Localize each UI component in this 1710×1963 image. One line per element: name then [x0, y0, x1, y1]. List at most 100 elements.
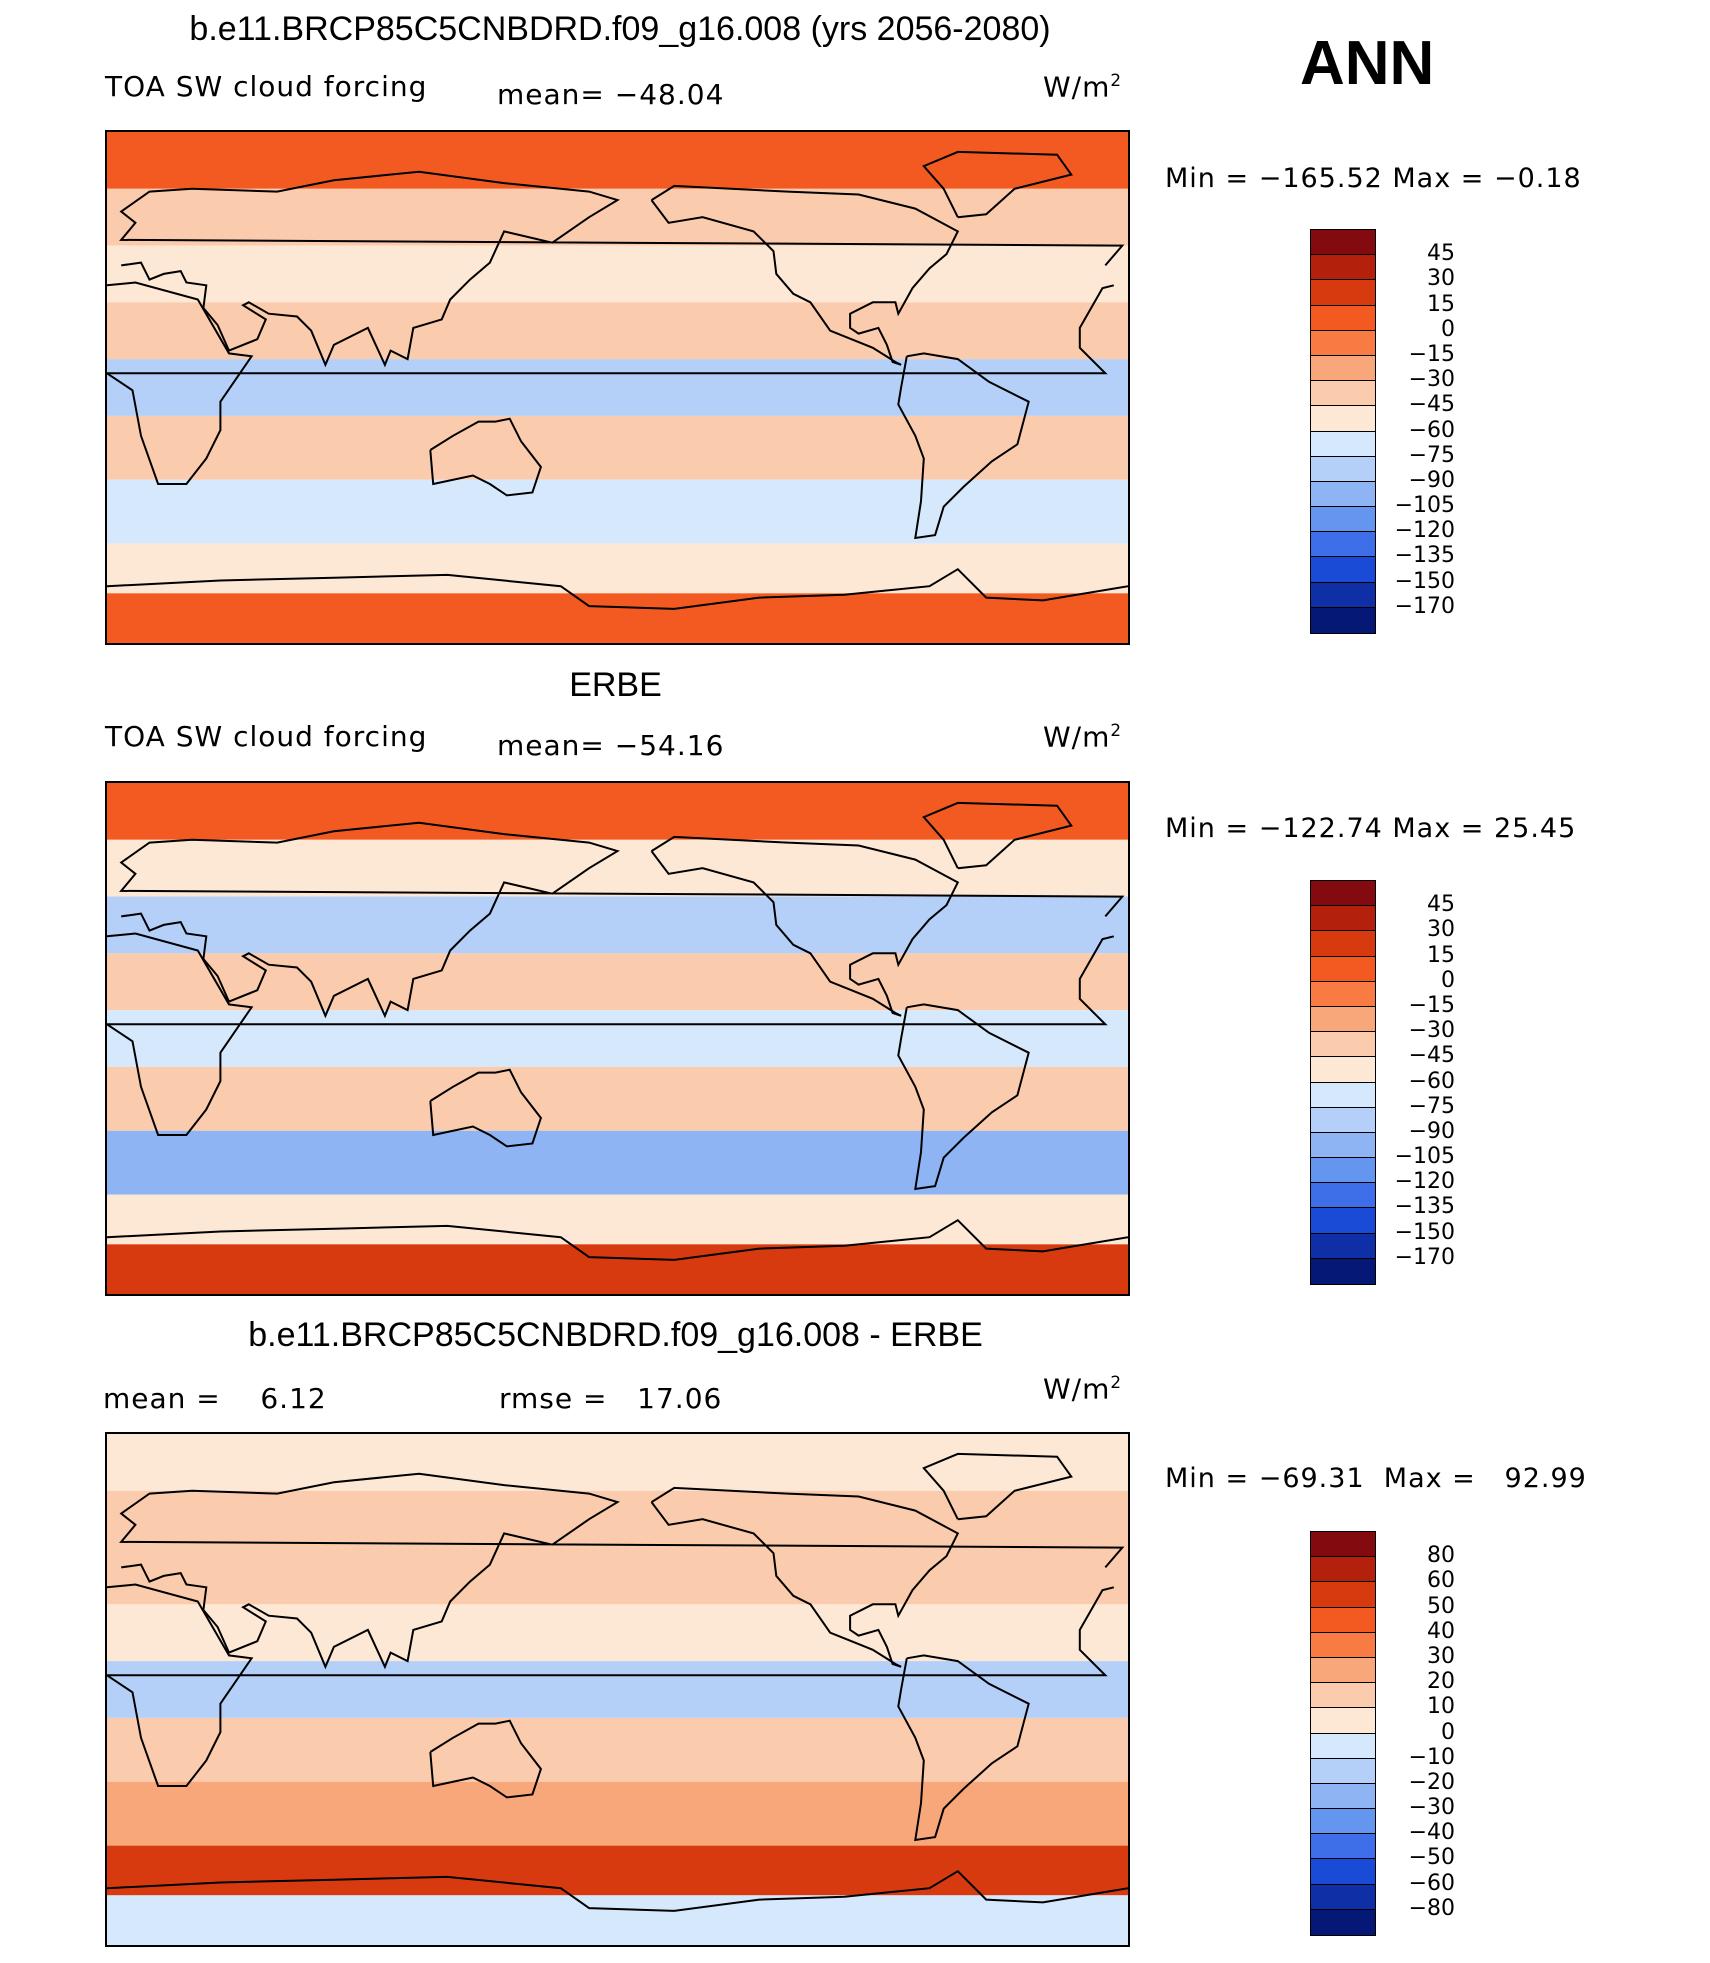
panel3-colorbar-labels: 80 60 50 40 30 20 10 0 −10 −20 −30 −40 −50 −60 −80 [1380, 1531, 1455, 1936]
panel1-colorbar-swatch [1311, 456, 1375, 482]
panel3-rmse: rmse = 17.06 [499, 1382, 723, 1415]
panel2-coastline-0 [107, 932, 1115, 1136]
panel3-colorbar-label: 30 [1427, 1643, 1455, 1669]
panel2-colorbar-swatch [1311, 1006, 1375, 1033]
panel1-colorbar-swatch [1311, 582, 1375, 608]
panel3-colorbar-swatch [1311, 1859, 1375, 1885]
panel1-colorbar-label: −60 [1408, 417, 1455, 443]
panel2-colorbar-swatch [1311, 931, 1375, 957]
panel3-colorbar-label: −80 [1408, 1895, 1455, 1921]
panel3-colorbar-label: 0 [1441, 1719, 1455, 1745]
panel1-colorbar-labels: 45 30 15 0 −15 −30 −45 −60 −75 −90 −105 −120 −135 −15… [1380, 229, 1455, 634]
panel3-band-8 [107, 1895, 1128, 1945]
panel1-colorbar-label: −170 [1394, 593, 1455, 619]
panel1-coastline-4 [897, 352, 1030, 540]
panel3-band-0 [107, 1434, 1128, 1491]
panel1-colorbar-label: 0 [1441, 316, 1455, 342]
panel1-colorbar-swatch [1311, 280, 1375, 306]
panel3-colorbar-label: −60 [1408, 1870, 1455, 1896]
panel2-colorbar-swatch [1311, 906, 1375, 932]
panel3-colorbar-swatch [1311, 1683, 1375, 1709]
panel1-colorbar-swatch [1311, 355, 1375, 382]
panel3-colorbar-label: −10 [1408, 1744, 1455, 1770]
panel3-band-1 [107, 1490, 1128, 1548]
panel2-colorbar-label: −90 [1408, 1118, 1455, 1144]
season-label: ANN [1300, 29, 1435, 98]
panel2-colorbar-swatch [1311, 1107, 1375, 1133]
panel2-band-6 [107, 1130, 1128, 1195]
panel2-band-1 [107, 839, 1128, 897]
panel1-units: W/m2 [1043, 70, 1123, 104]
panel1-svg [107, 132, 1128, 643]
panel3-units: W/m2 [1043, 1372, 1123, 1406]
panel2-colorbar-label: −105 [1394, 1144, 1455, 1170]
panel1-colorbar-label: −150 [1394, 568, 1455, 594]
panel3-colorbar [1310, 1531, 1376, 1936]
panel3-colorbar-swatch [1311, 1884, 1375, 1910]
panel3-colorbar-swatch [1311, 1532, 1375, 1558]
panel2-colorbar-label: −30 [1408, 1018, 1455, 1044]
panel2-units: W/m2 [1043, 720, 1123, 754]
panel3-mean: mean = 6.12 [103, 1382, 327, 1415]
panel3-colorbar-swatch [1311, 1809, 1375, 1835]
panel2-coastline-6 [107, 1218, 1128, 1261]
panel3-colorbar-swatch [1311, 1557, 1375, 1583]
panel2-colorbar-labels: 45 30 15 0 −15 −30 −45 −60 −75 −90 −105 −120 −135 −15… [1380, 880, 1455, 1285]
panel1-coastline-3 [650, 184, 960, 366]
panel1-mean: mean= −48.04 [497, 78, 725, 111]
panel1-coastline-1 [119, 170, 1125, 368]
panel3-coastline-0 [107, 1583, 1115, 1787]
panel3-band-3 [107, 1604, 1128, 1662]
panel1-coastline-6 [107, 567, 1128, 610]
panel3-band-6 [107, 1781, 1128, 1846]
panel1-band-5 [107, 415, 1128, 480]
panel3-map [105, 1432, 1130, 1947]
panel2-colorbar-swatch [1311, 956, 1375, 982]
panel3-colorbar-swatch [1311, 1708, 1375, 1734]
panel3-colorbar-swatch [1311, 1582, 1375, 1608]
panel2-colorbar-label: 30 [1427, 917, 1455, 943]
panel3-colorbar-label: −30 [1408, 1795, 1455, 1821]
panel3-coastline-5 [922, 1452, 1073, 1521]
panel1-colorbar-swatch [1311, 406, 1375, 432]
panel2-band-4 [107, 1010, 1128, 1067]
panel2-colorbar-swatch [1311, 881, 1375, 907]
panel3-colorbar-swatch [1311, 1783, 1375, 1810]
panel1-coastline-0 [107, 281, 1115, 485]
panel2-colorbar-label: −15 [1408, 992, 1455, 1018]
panel3-coastline-3 [650, 1486, 960, 1668]
panel1-colorbar-label: 15 [1427, 291, 1455, 317]
panel1-colorbar-label: −30 [1408, 367, 1455, 393]
panel2-coastline-1 [119, 821, 1125, 1019]
panel3-coastline-1 [119, 1472, 1125, 1670]
panel2-colorbar-swatch [1311, 1183, 1375, 1209]
panel2-colorbar-swatch [1311, 1208, 1375, 1234]
panel2-colorbar-swatch [1311, 1233, 1375, 1259]
panel2-colorbar-swatch [1311, 1158, 1375, 1184]
panel2-svg [107, 783, 1128, 1294]
panel3-colorbar-label: 10 [1427, 1694, 1455, 1720]
panel2-colorbar-label: −135 [1394, 1194, 1455, 1220]
panel1-map [105, 130, 1130, 645]
panel1-colorbar-label: −15 [1408, 341, 1455, 367]
panel3-svg [107, 1434, 1128, 1945]
panel2-title: ERBE [569, 666, 662, 704]
panel2-colorbar-label: 45 [1427, 892, 1455, 918]
panel3-coastline-6 [107, 1869, 1128, 1912]
panel1-coastline-2 [429, 417, 543, 497]
panel2-colorbar-label: −75 [1408, 1093, 1455, 1119]
panel1-colorbar-label: 30 [1427, 266, 1455, 292]
panel3-colorbar-label: 50 [1427, 1593, 1455, 1619]
panel3-minmax: Min = −69.31 Max = 92.99 [1165, 1463, 1587, 1494]
panel2-coastline-2 [429, 1068, 543, 1148]
panel2-band-3 [107, 953, 1128, 1011]
panel3-colorbar-swatch [1311, 1607, 1375, 1633]
panel2-mean: mean= −54.16 [497, 729, 725, 762]
panel2-colorbar-swatch [1311, 1082, 1375, 1108]
panel3-band-5 [107, 1717, 1128, 1782]
panel1-colorbar-label: 45 [1427, 241, 1455, 267]
panel2-colorbar-label: −60 [1408, 1068, 1455, 1094]
panel1-colorbar-label: −90 [1408, 467, 1455, 493]
panel2-variable: TOA SW cloud forcing [105, 720, 428, 753]
panel3-coastline-4 [897, 1654, 1030, 1842]
